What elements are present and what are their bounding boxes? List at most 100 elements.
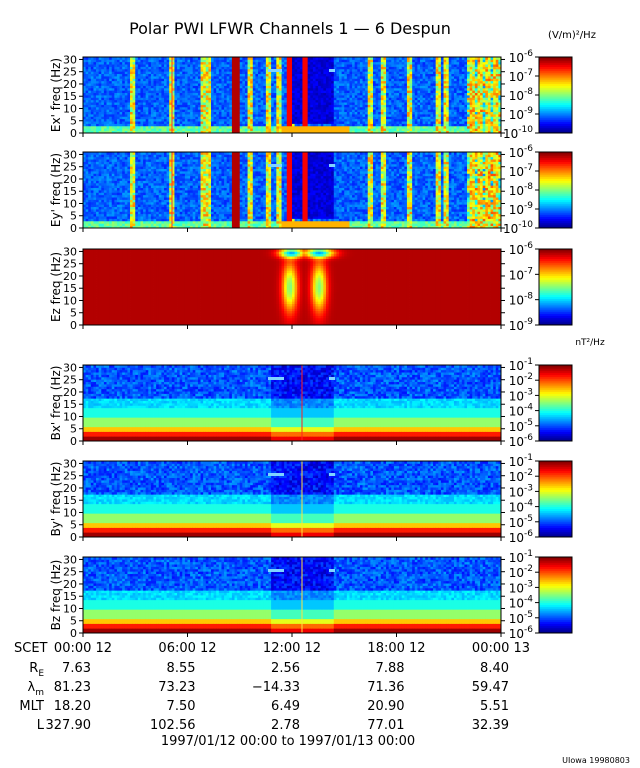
spectrogram-cell (409, 118, 413, 122)
spectrogram-cell (114, 90, 118, 94)
spectrogram-cell (218, 90, 222, 94)
spectrogram-cell (150, 85, 154, 89)
spectrogram-cell (487, 66, 491, 70)
spectrogram-cell (130, 66, 134, 70)
spectrogram-cell (148, 109, 152, 113)
spectrogram-cell (482, 130, 486, 134)
spectrogram-cell (341, 121, 345, 124)
spectrogram-cell (153, 95, 157, 98)
spectrogram-cell (234, 71, 238, 75)
spectrogram-cell (380, 90, 384, 94)
spectrogram-cell (420, 116, 424, 120)
spectrogram-cell (406, 111, 410, 115)
spectrogram-cell (106, 90, 110, 94)
spectrogram-cell (271, 104, 275, 108)
spectrogram-cell (124, 95, 128, 98)
spectrogram-cell (205, 97, 209, 101)
spectrogram-cell (294, 85, 298, 89)
spectrogram-cell (200, 76, 204, 79)
spectrogram-cell (461, 80, 465, 84)
spectrogram-cell (286, 71, 290, 75)
spectrogram-cell (380, 71, 384, 75)
spectrogram-cell (482, 57, 486, 60)
spectrogram-cell (229, 92, 233, 96)
spectrogram-cell (234, 76, 238, 79)
spectrogram-cell (328, 121, 332, 124)
spectrogram-cell (349, 99, 353, 103)
spectrogram-cell (318, 68, 322, 72)
spectrogram-cell (391, 64, 395, 67)
spectrogram-cell (130, 97, 134, 101)
spectrogram-cell (276, 71, 280, 75)
spectrogram-cell (169, 76, 173, 79)
spectrogram-cell (443, 116, 447, 120)
spectrogram-cell (464, 95, 468, 98)
spectrogram-cell (305, 71, 309, 75)
spectrogram-cell (184, 64, 188, 67)
spectrogram-cell (90, 99, 94, 103)
spectrogram-cell (179, 61, 183, 65)
spectrogram-cell (190, 73, 194, 77)
spectrogram-cell (297, 87, 301, 91)
spectrogram-cell (255, 64, 259, 67)
spectrogram-cell (425, 73, 429, 77)
spectrogram-cell (148, 95, 152, 98)
spectrogram-cell (370, 71, 374, 75)
spectrogram-cell (190, 128, 194, 132)
spectrogram-cell (260, 71, 264, 75)
spectrogram-cell (122, 104, 126, 108)
spectrogram-cell (446, 68, 450, 72)
spectrogram-cell (349, 59, 353, 63)
spectrogram-cell (446, 64, 450, 67)
spectrogram-cell (467, 102, 471, 105)
spectrogram-cell (336, 95, 340, 98)
spectrogram-cell (200, 114, 204, 117)
spectrogram-cell (305, 118, 309, 122)
spectrogram-cell (336, 80, 340, 84)
spectrogram-cell (396, 121, 400, 124)
spectrogram-cell (98, 97, 102, 101)
spectrogram-cell (226, 57, 230, 60)
spectrogram-cell (171, 99, 175, 103)
spectrogram-cell (305, 66, 309, 70)
spectrogram-cell (339, 85, 343, 89)
spectrogram-cell (320, 64, 324, 67)
spectrogram-cell (433, 73, 437, 77)
spectrogram-cell (349, 102, 353, 105)
spectrogram-cell (158, 73, 162, 77)
spectrogram-cell (90, 85, 94, 89)
spectrogram-cell (422, 130, 426, 134)
spectrogram-cell (114, 106, 118, 110)
spectrogram-cell (174, 80, 178, 84)
spectrogram-cell (315, 73, 319, 77)
spectrogram-cell (114, 73, 118, 77)
spectrogram-cell (174, 61, 178, 65)
spectrogram-cell (370, 80, 374, 84)
spectrogram-cell (299, 92, 303, 96)
spectrogram-cell (344, 97, 348, 101)
spectrogram-cell (430, 76, 434, 79)
spectrogram-cell (187, 78, 191, 82)
spectrogram-cell (255, 116, 259, 120)
spectrogram-cell (456, 118, 460, 122)
spectrogram-cell (362, 73, 366, 77)
spectrogram-cell (372, 78, 376, 82)
spectrogram-cell (195, 111, 199, 115)
spectrogram-cell (101, 99, 105, 103)
spectrogram-cell (278, 97, 282, 101)
spectrogram-cell (427, 95, 431, 98)
spectrogram-cell (171, 90, 175, 94)
spectrogram-cell (464, 121, 468, 124)
spectrogram-cell (169, 116, 173, 120)
spectrogram-cell (200, 118, 204, 122)
spectrogram-cell (237, 114, 241, 117)
spectrogram-cell (116, 92, 120, 96)
spectrogram-cell (315, 106, 319, 110)
spectrogram-cell (477, 99, 481, 103)
spectrogram-cell (263, 59, 267, 63)
spectrogram-cell (132, 78, 136, 82)
spectrogram-cell (412, 106, 416, 110)
spectrogram-cell (474, 111, 478, 115)
spectrogram-cell (263, 125, 267, 129)
spectrogram-cell (278, 130, 282, 134)
